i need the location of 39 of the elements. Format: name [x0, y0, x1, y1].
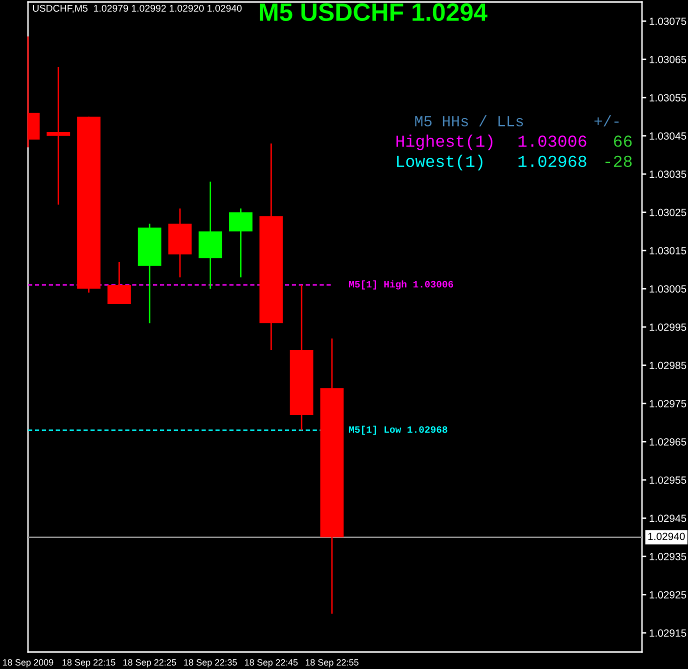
y-tick-label: 1.02945	[650, 514, 686, 522]
candlestick	[229, 208, 252, 278]
annotation: Lowest(1)	[397, 154, 482, 170]
y-tick-label: 1.03045	[650, 132, 686, 140]
ref-line-label: M5[1] Low 1.02968	[349, 426, 448, 435]
candlestick	[107, 261, 131, 305]
y-tick-label: 1.03035	[650, 170, 686, 178]
candlestick	[46, 66, 70, 206]
y-tick-label: 1.03015	[650, 247, 686, 254]
y-tick-label: 1.02995	[650, 324, 686, 331]
y-tick-label: 1.02935	[650, 552, 686, 560]
y-tick-label: 1.03005	[650, 285, 686, 293]
chart-subtitle: USDCHF,M5 1.02979 1.02992 1.02920 1.02940	[33, 4, 242, 13]
x-tick-label: 18 Sep 2009	[3, 659, 54, 668]
x-tick-label: 18 Sep 22:55	[306, 659, 358, 668]
y-tick-label: 1.03025	[650, 208, 686, 216]
y-tick-label: 1.03065	[650, 56, 686, 64]
y-tick-label: 1.03055	[650, 94, 686, 102]
annotation: 1.03006	[518, 136, 586, 147]
y-tick-label: 1.02915	[650, 629, 686, 637]
ref-line-label: 1.02940	[648, 532, 685, 540]
chart-title: M5 USDCHF 1.0294	[260, 3, 488, 22]
annotation: Highest(1)	[396, 134, 492, 150]
y-tick-label: 1.02965	[650, 438, 686, 446]
x-tick-label: 18 Sep 22:25	[123, 659, 176, 668]
annotation: M5 HHs / LLs	[415, 115, 523, 126]
annotation: 66	[614, 136, 632, 147]
y-tick-label: 1.02975	[650, 400, 686, 408]
y-tick-label: 1.02925	[650, 591, 686, 599]
y-tick-label: 1.02955	[650, 476, 686, 484]
annotation: 1.02968	[518, 156, 586, 168]
x-tick-label: 18 Sep 22:15	[62, 659, 116, 668]
y-tick-label: 1.02985	[650, 362, 686, 370]
x-tick-label: 18 Sep 22:45	[245, 659, 298, 668]
annotation: -28	[606, 156, 632, 168]
y-tick-label: 1.03075	[650, 18, 686, 25]
annotation: +/-	[594, 115, 619, 126]
x-tick-label: 18 Sep 22:35	[184, 659, 237, 668]
ref-line-label: M5[1] High 1.03006	[349, 280, 454, 290]
